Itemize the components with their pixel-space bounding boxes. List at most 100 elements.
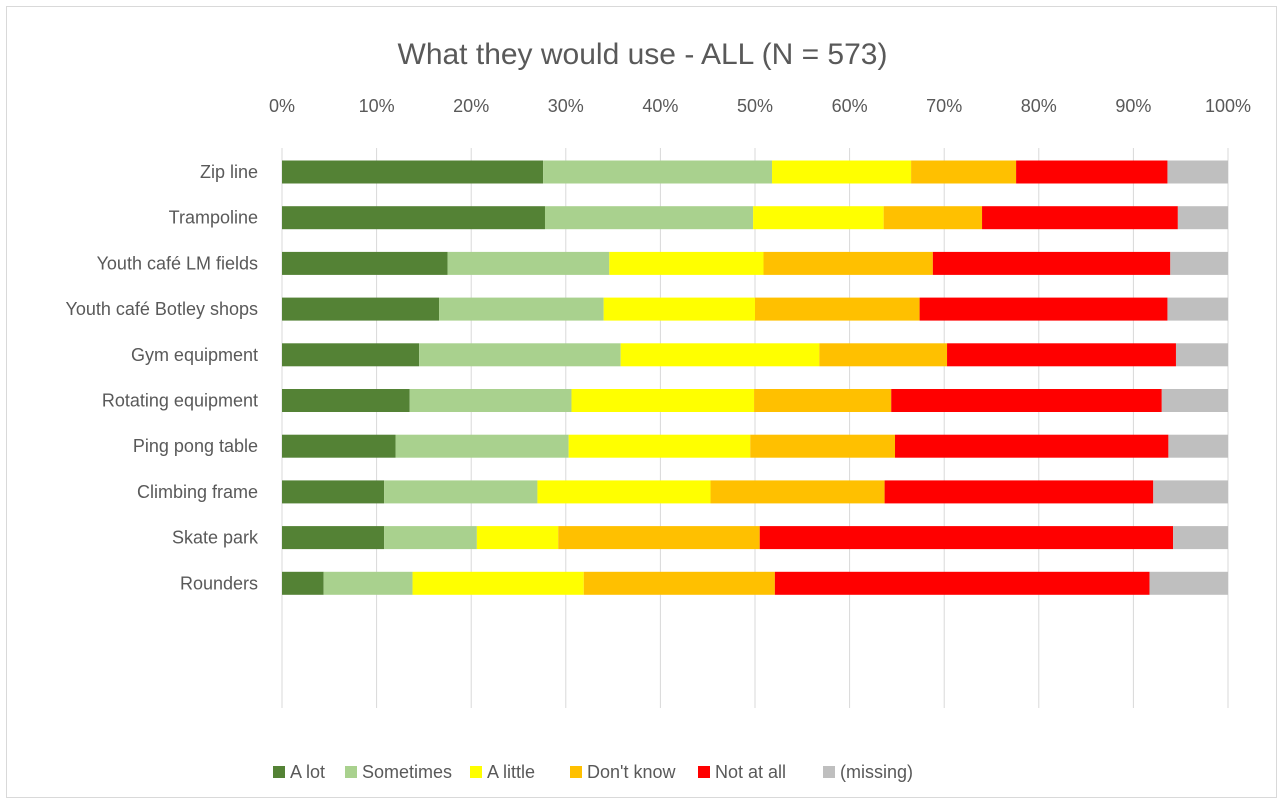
category-label: Skate park: [172, 528, 259, 548]
legend-swatch: [470, 766, 482, 778]
legend-swatch: [698, 766, 710, 778]
bar-segment: [282, 297, 440, 321]
bar-segment: [884, 480, 1154, 504]
bar-segment: [282, 571, 324, 595]
chart-title: What they would use - ALL (N = 573): [397, 38, 888, 71]
legend-swatch: [345, 766, 357, 778]
bar-segment: [282, 160, 544, 184]
bar-segment: [323, 571, 413, 595]
legend-swatch: [570, 766, 582, 778]
bar-segment: [409, 389, 572, 412]
y-axis-categories: Zip line Trampoline Youth café LM fields Yo…: [66, 162, 259, 593]
x-tick-label: 40%: [642, 96, 678, 116]
bar-segment: [282, 434, 396, 458]
bar-segment: [1170, 251, 1228, 275]
bar-segment: [282, 480, 385, 504]
x-tick-label: 0%: [269, 96, 295, 116]
bar-segment: [754, 389, 892, 412]
bar-segment: [750, 434, 896, 458]
bar-segment: [911, 160, 1017, 184]
bar-segment: [1173, 526, 1228, 550]
bar-segment: [620, 343, 820, 367]
bar-segment: [919, 297, 1168, 321]
legend-label: Don't know: [587, 762, 676, 782]
bar-segment: [609, 251, 764, 275]
bar-segment: [568, 434, 751, 458]
category-label: Ping pong table: [133, 436, 258, 456]
bar-segment: [583, 571, 775, 595]
bar-segment: [1177, 206, 1228, 230]
bar-segment: [571, 389, 755, 412]
category-label: Youth café Botley shops: [66, 299, 258, 319]
bar-segment: [1161, 389, 1228, 412]
legend-swatch: [823, 766, 835, 778]
bar-segment: [1149, 571, 1228, 595]
bar-segment: [282, 343, 420, 367]
bar-segment: [419, 343, 621, 367]
bar-segment: [1175, 343, 1228, 367]
x-tick-label: 20%: [453, 96, 489, 116]
bar-segment: [412, 571, 584, 595]
bar-segment: [891, 389, 1162, 412]
bar-segment: [543, 160, 773, 184]
bar-segment: [384, 480, 538, 504]
bar-segment: [895, 434, 1169, 458]
bar-segment: [819, 343, 948, 367]
bar-segment: [759, 526, 1174, 550]
x-tick-label: 90%: [1115, 96, 1151, 116]
legend-label: Not at all: [715, 762, 786, 782]
bar-segment: [1168, 434, 1228, 458]
bar-segment: [1016, 160, 1168, 184]
x-axis-ticks: 0% 10% 20% 30% 40% 50% 60% 70% 80% 90% 100%: [269, 96, 1251, 116]
category-label: Zip line: [200, 162, 258, 182]
bar-segment: [883, 206, 983, 230]
category-label: Trampoline: [169, 208, 258, 228]
bar-segment: [982, 206, 1178, 230]
bar-segment: [384, 526, 477, 550]
bar-segment: [1167, 297, 1228, 321]
x-tick-label: 100%: [1205, 96, 1251, 116]
bar-segment: [282, 251, 448, 275]
bar-segment: [544, 206, 754, 230]
legend-label: A little: [487, 762, 535, 782]
category-label: Rotating equipment: [102, 391, 258, 411]
x-tick-label: 80%: [1021, 96, 1057, 116]
legend-label: Sometimes: [362, 762, 452, 782]
bar-segment: [476, 526, 559, 550]
bar-segment: [447, 251, 610, 275]
bar-segment: [282, 206, 545, 230]
category-label: Youth café LM fields: [97, 253, 258, 273]
bar-segment: [282, 526, 385, 550]
bar-segment: [439, 297, 604, 321]
x-tick-label: 50%: [737, 96, 773, 116]
x-tick-label: 60%: [832, 96, 868, 116]
bar-segment: [558, 526, 760, 550]
bar-segment: [537, 480, 711, 504]
bar-segment: [282, 389, 410, 412]
legend-label: A lot: [290, 762, 325, 782]
bar-segment: [932, 251, 1171, 275]
legend-label: (missing): [840, 762, 913, 782]
bar-segment: [395, 434, 569, 458]
gridlines: [281, 148, 1229, 708]
bar-segment: [755, 297, 920, 321]
bar-segment: [603, 297, 755, 321]
legend-swatch: [273, 766, 285, 778]
bar-segment: [772, 160, 912, 184]
bar-segment: [774, 571, 1150, 595]
bar-segment: [1167, 160, 1228, 184]
bar-segment: [1153, 480, 1228, 504]
x-tick-label: 30%: [548, 96, 584, 116]
x-tick-label: 10%: [359, 96, 395, 116]
category-label: Rounders: [180, 573, 258, 593]
bars: [282, 160, 1228, 595]
category-label: Climbing frame: [137, 482, 258, 502]
bar-segment: [763, 251, 933, 275]
bar-segment: [710, 480, 885, 504]
category-label: Gym equipment: [131, 345, 258, 365]
bar-segment: [947, 343, 1176, 367]
legend: A lot Sometimes A little Don't know Not at a…: [273, 762, 913, 782]
bar-segment: [753, 206, 884, 230]
x-tick-label: 70%: [926, 96, 962, 116]
